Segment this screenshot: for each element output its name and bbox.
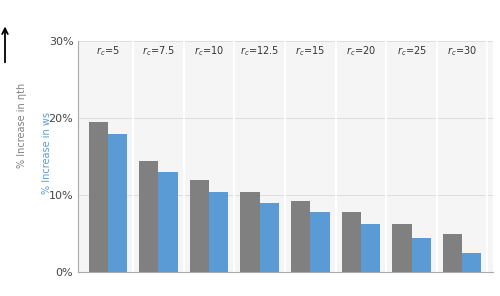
Bar <box>392 224 411 272</box>
Bar <box>412 238 431 272</box>
Bar <box>291 201 310 272</box>
Text: $r_c$=12.5: $r_c$=12.5 <box>240 44 280 57</box>
Text: $r_c$=25: $r_c$=25 <box>396 44 426 57</box>
Bar <box>361 224 380 272</box>
Bar <box>462 253 481 272</box>
Bar <box>240 192 260 272</box>
Text: % Increase in ηth: % Increase in ηth <box>18 83 28 168</box>
Text: % Increase in ws: % Increase in ws <box>42 112 52 194</box>
Bar <box>209 192 229 272</box>
Text: $r_c$=20: $r_c$=20 <box>346 44 376 57</box>
Bar <box>108 134 127 272</box>
Bar <box>310 212 330 272</box>
Bar <box>190 180 209 272</box>
Text: $r_c$=15: $r_c$=15 <box>296 44 325 57</box>
Text: $r_c$=5: $r_c$=5 <box>96 44 120 57</box>
Text: $r_c$=10: $r_c$=10 <box>194 44 224 57</box>
Text: $r_c$=30: $r_c$=30 <box>447 44 477 57</box>
Bar <box>139 161 158 272</box>
Text: $r_c$=7.5: $r_c$=7.5 <box>142 44 175 57</box>
Bar <box>260 203 279 272</box>
Bar <box>88 122 108 272</box>
Bar <box>443 234 462 272</box>
Bar <box>158 172 178 272</box>
Bar <box>342 212 361 272</box>
